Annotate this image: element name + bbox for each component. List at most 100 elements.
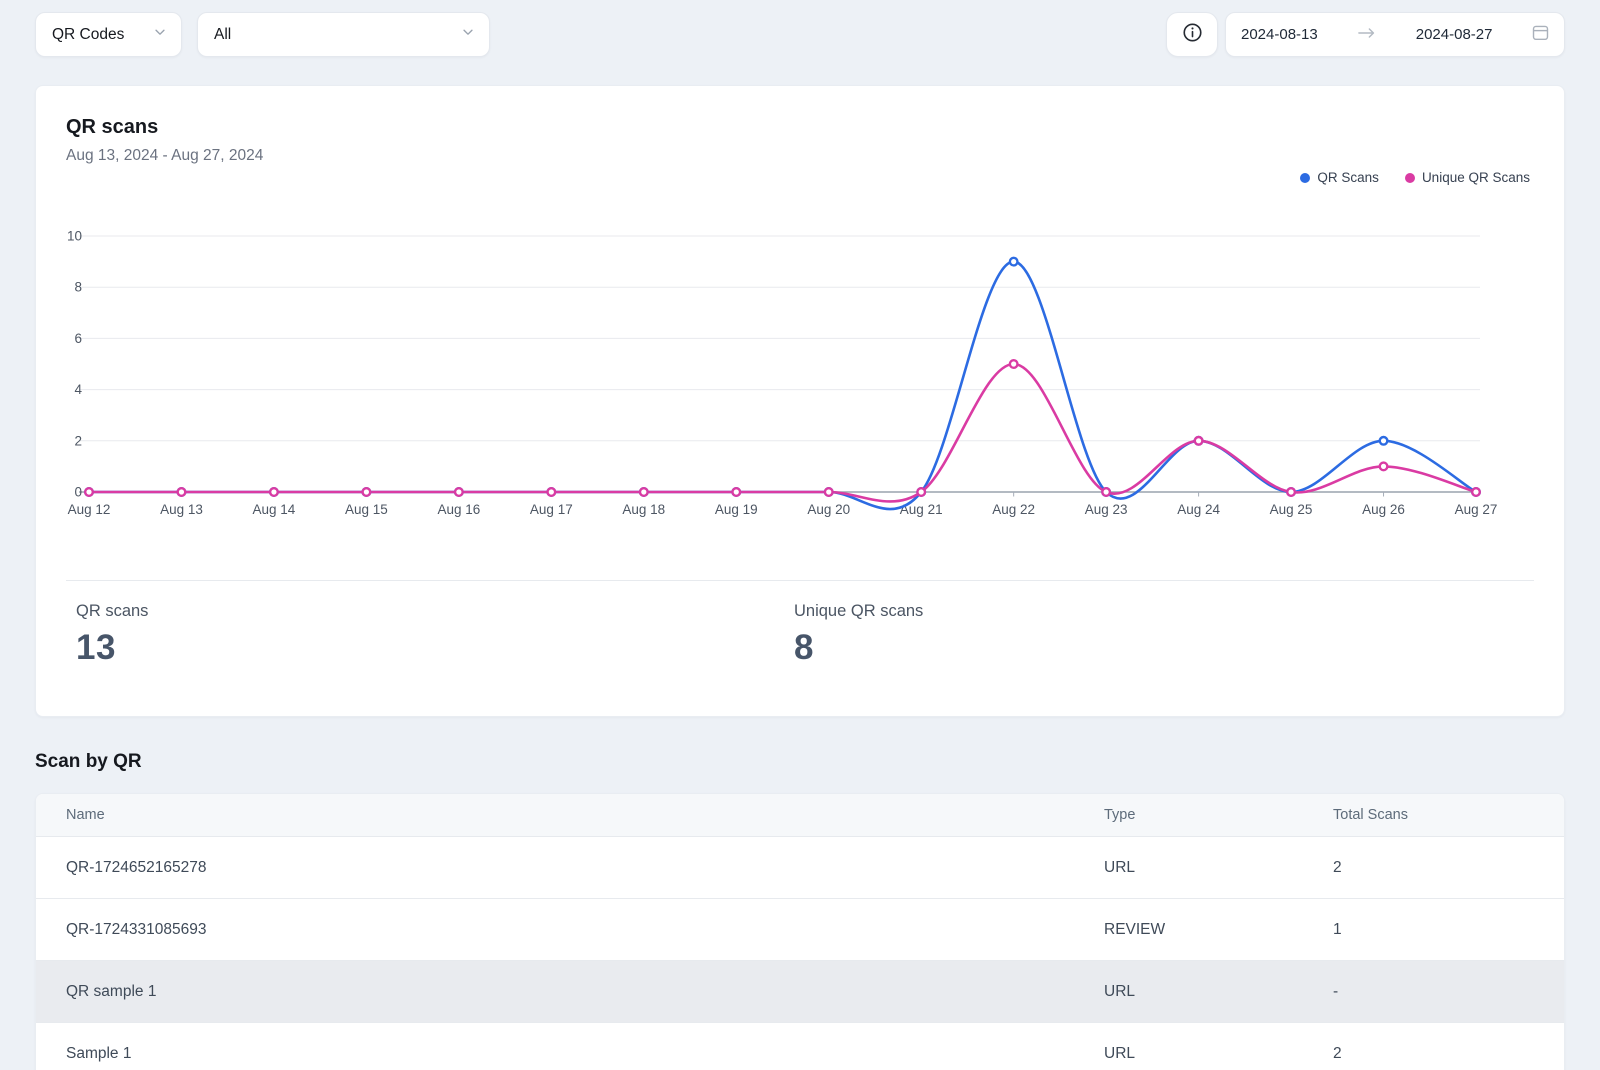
cell-total-scans: 2 (1333, 859, 1534, 877)
y-tick-label: 6 (74, 331, 82, 346)
qr-codes-dropdown-label: QR Codes (52, 26, 124, 44)
y-tick-label: 10 (67, 229, 82, 244)
legend-dot-icon (1300, 173, 1310, 183)
x-tick-label: Aug 23 (1085, 502, 1128, 517)
scan-by-qr-heading: Scan by QR (35, 751, 1565, 773)
x-tick-label: Aug 16 (437, 502, 480, 517)
data-point-marker (1102, 488, 1110, 496)
y-tick-label: 8 (74, 280, 82, 295)
column-header-total-scans: Total Scans (1333, 807, 1534, 823)
x-tick-label: Aug 18 (622, 502, 665, 517)
data-point-marker (1010, 360, 1018, 368)
x-tick-label: Aug 12 (68, 502, 111, 517)
column-header-type: Type (1104, 807, 1333, 823)
topbar: QR Codes All 2024-08-13 (35, 12, 1565, 57)
qr-scans-line-chart[interactable]: 0 2 4 6 8 10 Aug 12 Aug 13 Aug 14 Aug 15 Aug 16 Aug… (66, 224, 1502, 524)
table-header-row: Name Type Total Scans (36, 794, 1564, 837)
date-range-end[interactable]: 2024-08-27 (1416, 26, 1493, 43)
stat-value: 13 (76, 628, 794, 668)
table-row[interactable]: QR-1724652165278URL2 (36, 837, 1564, 899)
x-tick-label: Aug 14 (253, 502, 296, 517)
x-tick-label: Aug 20 (807, 502, 850, 517)
topbar-date-controls: 2024-08-13 2024-08-27 (1166, 12, 1565, 57)
data-point-marker (1472, 488, 1480, 496)
cell-total-scans: 2 (1333, 1045, 1534, 1063)
cell-total-scans: - (1333, 983, 1534, 1001)
chevron-down-icon (461, 25, 475, 44)
scan-table-body: QR-1724652165278URL2QR-1724331085693REVI… (36, 837, 1564, 1070)
data-point-marker (1195, 437, 1203, 445)
x-tick-label: Aug 19 (715, 502, 758, 517)
data-point-marker (455, 488, 463, 496)
data-point-marker (732, 488, 740, 496)
qr-scans-card: QR scans Aug 13, 2024 - Aug 27, 2024 QR … (35, 85, 1565, 717)
data-point-marker (1010, 258, 1018, 266)
cell-type: REVIEW (1104, 921, 1333, 939)
calendar-icon[interactable] (1532, 24, 1549, 46)
x-tick-label: Aug 27 (1455, 502, 1498, 517)
cell-total-scans: 1 (1333, 921, 1534, 939)
stat-value: 8 (794, 628, 1512, 668)
data-point-marker (85, 488, 93, 496)
legend-item[interactable]: QR Scans (1300, 170, 1379, 185)
data-point-marker (1287, 488, 1295, 496)
cell-type: URL (1104, 859, 1333, 877)
qr-filter-dropdown-label: All (214, 26, 231, 44)
data-point-marker (640, 488, 648, 496)
data-point-marker (270, 488, 278, 496)
chart-area: 0 2 4 6 8 10 Aug 12 Aug 13 Aug 14 Aug 15 Aug 16 Aug… (36, 224, 1564, 529)
date-range-start[interactable]: 2024-08-13 (1241, 26, 1318, 43)
qr-analytics-page: QR Codes All 2024-08-13 (0, 0, 1600, 1070)
legend-label: QR Scans (1317, 170, 1379, 185)
cell-type: URL (1104, 1045, 1333, 1063)
x-tick-label: Aug 17 (530, 502, 573, 517)
stat-unique-qr-scans: Unique QR scans 8 (794, 602, 1512, 668)
legend-item[interactable]: Unique QR Scans (1405, 170, 1530, 185)
info-button[interactable] (1166, 12, 1218, 57)
data-point-marker (363, 488, 371, 496)
legend-label: Unique QR Scans (1422, 170, 1530, 185)
chevron-down-icon (153, 25, 167, 44)
table-row[interactable]: Sample 1URL2 (36, 1023, 1564, 1070)
chart-header: QR scans Aug 13, 2024 - Aug 27, 2024 (36, 116, 1564, 165)
x-tick-label: Aug 15 (345, 502, 388, 517)
chart-title: QR scans (66, 116, 1534, 139)
x-tick-label: Aug 26 (1362, 502, 1405, 517)
y-tick-label: 0 (74, 485, 82, 500)
y-tick-label: 2 (74, 433, 82, 448)
x-tick-label: Aug 22 (992, 502, 1035, 517)
chart-date-range-subtitle: Aug 13, 2024 - Aug 27, 2024 (66, 147, 1534, 165)
stat-label: QR scans (76, 602, 794, 621)
cell-name: QR-1724331085693 (66, 921, 1104, 939)
legend-dot-icon (1405, 173, 1415, 183)
x-tick-label: Aug 25 (1270, 502, 1313, 517)
qr-filter-dropdown[interactable]: All (197, 12, 490, 57)
column-header-name: Name (66, 807, 1104, 823)
x-tick-label: Aug 13 (160, 502, 203, 517)
date-range-picker[interactable]: 2024-08-13 2024-08-27 (1225, 12, 1565, 57)
chart-stats: QR scans 13 Unique QR scans 8 (66, 580, 1534, 716)
data-point-marker (1380, 437, 1388, 445)
topbar-filters: QR Codes All (35, 12, 490, 57)
stat-qr-scans: QR scans 13 (76, 602, 794, 668)
scan-by-qr-table: Name Type Total Scans QR-1724652165278UR… (35, 793, 1565, 1070)
stat-label: Unique QR scans (794, 602, 1512, 621)
arrow-right-icon (1357, 26, 1376, 44)
table-row[interactable]: QR sample 1URL- (36, 961, 1564, 1023)
data-point-marker (825, 488, 833, 496)
table-row[interactable]: QR-1724331085693REVIEW1 (36, 899, 1564, 961)
cell-name: Sample 1 (66, 1045, 1104, 1063)
x-tick-label: Aug 24 (1177, 502, 1220, 517)
series-line-unique-qr-scans (89, 364, 1476, 501)
chart-legend: QR Scans Unique QR Scans (1274, 170, 1530, 185)
data-point-marker (178, 488, 186, 496)
info-circle-icon (1181, 21, 1204, 49)
data-point-marker (1380, 463, 1388, 471)
cell-name: QR-1724652165278 (66, 859, 1104, 877)
qr-codes-dropdown[interactable]: QR Codes (35, 12, 182, 57)
cell-type: URL (1104, 983, 1333, 1001)
y-tick-label: 4 (74, 382, 82, 397)
data-point-marker (917, 488, 925, 496)
data-point-marker (548, 488, 556, 496)
series-line-qr-scans (89, 262, 1476, 509)
